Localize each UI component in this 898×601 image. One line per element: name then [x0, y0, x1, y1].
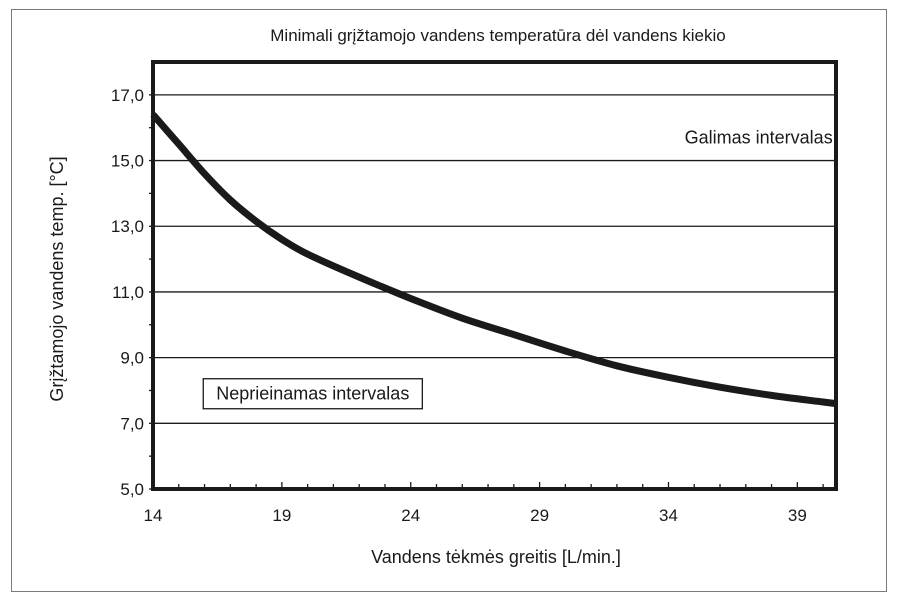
- x-tick-label: 24: [401, 506, 420, 525]
- y-tick-label: 9,0: [120, 349, 144, 368]
- x-tick-label: 34: [659, 506, 678, 525]
- y-axis: 5,0 7,0 9,0 11,0 13,0 15,0 17,0: [111, 86, 153, 499]
- x-tick-label: 29: [530, 506, 549, 525]
- possible-range-label: Galimas intervalas: [685, 128, 833, 148]
- x-axis-title: Vandens tėkmės greitis [L/min.]: [371, 547, 621, 567]
- y-tick-label: 13,0: [111, 217, 144, 236]
- y-tick-label: 11,0: [112, 283, 144, 302]
- y-tick-label: 5,0: [120, 480, 144, 499]
- y-tick-label: 7,0: [120, 414, 144, 433]
- chart-frame: [11, 9, 887, 592]
- x-tick-label: 39: [788, 506, 807, 525]
- x-axis: 14 19 24 29 34 39: [144, 482, 824, 525]
- y-tick-label: 15,0: [111, 152, 144, 171]
- chart-title: Minimali grįžtamojo vandens temperatūra …: [270, 26, 725, 45]
- unreachable-range-label: Neprieinamas intervalas: [216, 384, 409, 404]
- y-tick-label: 17,0: [111, 86, 144, 105]
- plot-area-border: [151, 60, 838, 491]
- annotations: Galimas intervalas Neprieinamas intervala…: [202, 128, 833, 410]
- x-tick-label: 19: [272, 506, 291, 525]
- x-tick-label: 14: [144, 506, 163, 525]
- grid: [153, 94, 836, 424]
- y-axis-title: Grįžtamojo vandens temp. [°C]: [47, 156, 67, 401]
- series-line: [150, 112, 837, 408]
- unreachable-range-box: [202, 378, 423, 410]
